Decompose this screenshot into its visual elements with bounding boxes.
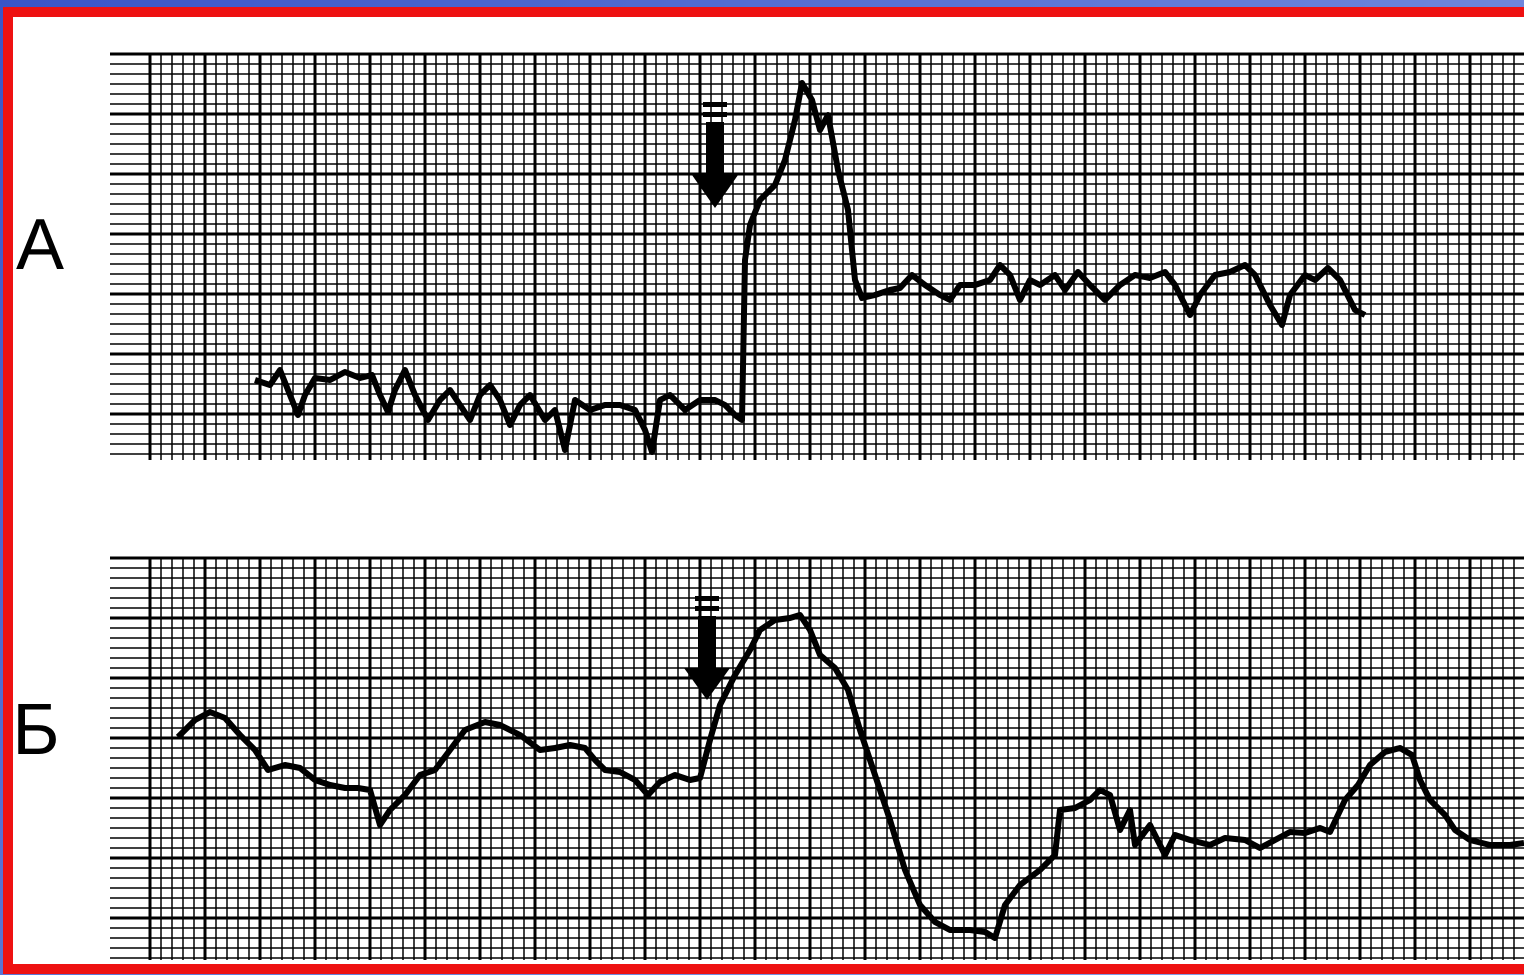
arrow <box>692 102 738 208</box>
panel-label: А <box>16 205 64 285</box>
trace-a <box>254 80 1367 455</box>
arrow <box>684 596 730 700</box>
grid-panel-a <box>110 52 1524 460</box>
panel-label: Б <box>12 690 59 770</box>
trace-b <box>175 612 1524 941</box>
grid-panel-b <box>110 556 1524 960</box>
